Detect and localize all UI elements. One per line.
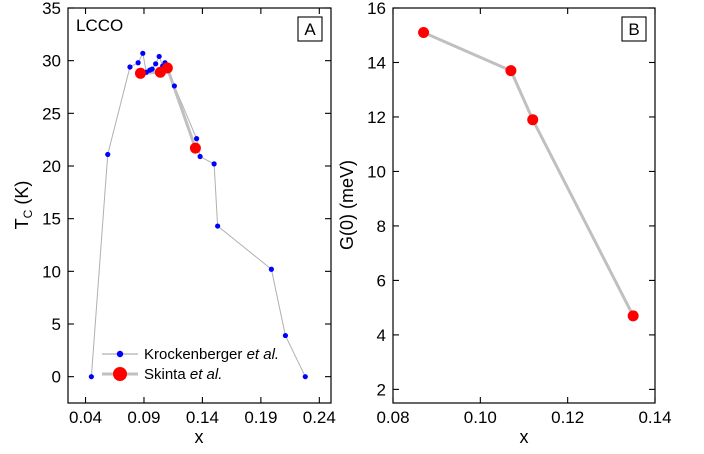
panel-a-series-0-point bbox=[105, 151, 111, 158]
panel-b-series-lines bbox=[422, 31, 635, 317]
panel-a-series-lines bbox=[90, 52, 306, 377]
panel-a-series-0-point bbox=[282, 332, 289, 339]
panel-a-series-0-point bbox=[211, 161, 217, 167]
panel-a-x-tick-label: 0.09 bbox=[127, 408, 160, 427]
panel-a-label: A bbox=[304, 20, 316, 39]
panel-b-y-tick-label: 2 bbox=[377, 380, 386, 399]
panel-a-y-tick-label: 20 bbox=[42, 157, 61, 176]
panel-b-x-tick-label: 0.08 bbox=[376, 408, 409, 427]
panel-a-series-0-point bbox=[215, 223, 221, 229]
panel-a-series-0-point bbox=[268, 266, 274, 272]
panel-b-y-tick-label: 8 bbox=[377, 217, 386, 236]
panel-a-y-axis-title: TC (K) bbox=[12, 181, 35, 230]
panel-a-series-1-line bbox=[140, 66, 197, 149]
panel-a-y-title-main: T bbox=[12, 218, 32, 229]
panel-a-y-tick-label: 30 bbox=[42, 52, 61, 71]
panel-a-x-tick-label: 0.14 bbox=[186, 408, 219, 427]
panel-b-series-0-point bbox=[418, 27, 430, 39]
legend-italic-skinta: et al. bbox=[190, 366, 223, 383]
panel-a-y-tick-label: 0 bbox=[52, 368, 61, 387]
panel-a-series-0-line bbox=[90, 52, 306, 377]
legend-name-krockenberger: Krockenberger bbox=[144, 346, 242, 363]
panel-a-annotation: LCCO bbox=[76, 16, 123, 35]
panel-a-series-0-point bbox=[153, 61, 159, 67]
panel-a-series-0-point bbox=[302, 374, 308, 380]
panel-a-ticks bbox=[68, 7, 331, 403]
panel-b-x-tick-label: 0.14 bbox=[638, 408, 671, 427]
legend-marker-skinta bbox=[113, 367, 127, 381]
panel-b-chart: 0.08 0.10 0.12 0.14 2 4 6 8 10 12 14 16 B x G(0) (m… bbox=[337, 0, 672, 447]
panel-b-y-tick-label: 12 bbox=[367, 108, 386, 127]
panel-b-y-tick-label: 4 bbox=[377, 326, 386, 345]
legend-label-skinta: Skinta et al. bbox=[144, 366, 222, 383]
panel-a-y-title-sub: C bbox=[21, 209, 35, 218]
panel-a-series-1-point bbox=[161, 62, 173, 74]
panel-a-series-1-point bbox=[134, 67, 146, 79]
legend-italic-krockenberger: et al. bbox=[247, 346, 280, 363]
panel-a-x-tick-label: 0.19 bbox=[244, 408, 277, 427]
panel-a-series-0-point bbox=[127, 64, 133, 70]
panel-a-series-0-point bbox=[140, 50, 146, 56]
panel-a-series-0-point bbox=[193, 136, 200, 142]
panel-b-y-tick-label: 14 bbox=[367, 53, 386, 72]
panel-a-series-0-point bbox=[88, 374, 94, 380]
panel-a-x-tick-label: 0.04 bbox=[69, 408, 102, 427]
panel-a-data-points bbox=[88, 50, 308, 380]
panel-b-series-0-point bbox=[505, 65, 517, 77]
panel-a-y-tick-label: 25 bbox=[42, 104, 61, 123]
panel-a-y-tick-label: 35 bbox=[42, 0, 61, 18]
panel-a-series-0-point bbox=[197, 153, 203, 160]
panel-a-legend: Krockenberger et al. Skinta et al. bbox=[102, 346, 279, 383]
panel-a-x-tick-label: 0.24 bbox=[303, 408, 336, 427]
panel-a-y-tick-label: 10 bbox=[42, 262, 61, 281]
panel-b-x-axis-title: x bbox=[520, 427, 529, 447]
panel-a-x-axis-title: x bbox=[195, 427, 204, 447]
legend-marker-krockenberger bbox=[116, 350, 124, 358]
panel-a-label-box bbox=[297, 16, 323, 42]
panel-a-series-0-point bbox=[135, 60, 141, 66]
panel-b-ticks bbox=[392, 7, 656, 403]
panel-a-series-1-point bbox=[189, 142, 201, 154]
panel-a-tick-labels: 0.04 0.09 0.14 0.19 0.24 0 5 10 15 20 25 30 35 bbox=[42, 0, 336, 427]
panel-a-y-tick-label: 15 bbox=[42, 210, 61, 229]
panel-b-x-tick-label: 0.12 bbox=[551, 408, 584, 427]
panel-b-series-0-point bbox=[627, 310, 639, 322]
panel-b-series-0-line bbox=[422, 31, 635, 317]
panel-b-label-box bbox=[621, 16, 647, 42]
panel-b-y-tick-label: 16 bbox=[367, 0, 386, 18]
panel-b-x-tick-label: 0.10 bbox=[464, 408, 497, 427]
panel-b-y-axis-title: G(0) (meV) bbox=[337, 160, 357, 250]
panel-b-y-tick-label: 6 bbox=[377, 271, 386, 290]
panel-b-y-tick-label: 10 bbox=[367, 162, 386, 181]
legend-name-skinta: Skinta bbox=[144, 366, 186, 383]
panel-a-y-title-rest: (K) bbox=[12, 181, 32, 210]
panel-a-series-0-point bbox=[171, 83, 177, 89]
panel-b-tick-labels: 0.08 0.10 0.12 0.14 2 4 6 8 10 12 14 16 bbox=[367, 0, 671, 427]
panel-a-plot-frame bbox=[67, 7, 332, 404]
panel-a-series-0-point bbox=[149, 66, 155, 72]
panel-a-y-tick-label: 5 bbox=[52, 315, 61, 334]
panel-b-data-points bbox=[418, 27, 639, 322]
panel-a-series-0-point bbox=[156, 53, 162, 60]
panel-b-plot-frame bbox=[392, 7, 656, 404]
panel-b-label: B bbox=[628, 20, 639, 39]
legend-label-krockenberger: Krockenberger et al. bbox=[144, 346, 279, 363]
panel-b-series-0-point bbox=[527, 114, 539, 126]
